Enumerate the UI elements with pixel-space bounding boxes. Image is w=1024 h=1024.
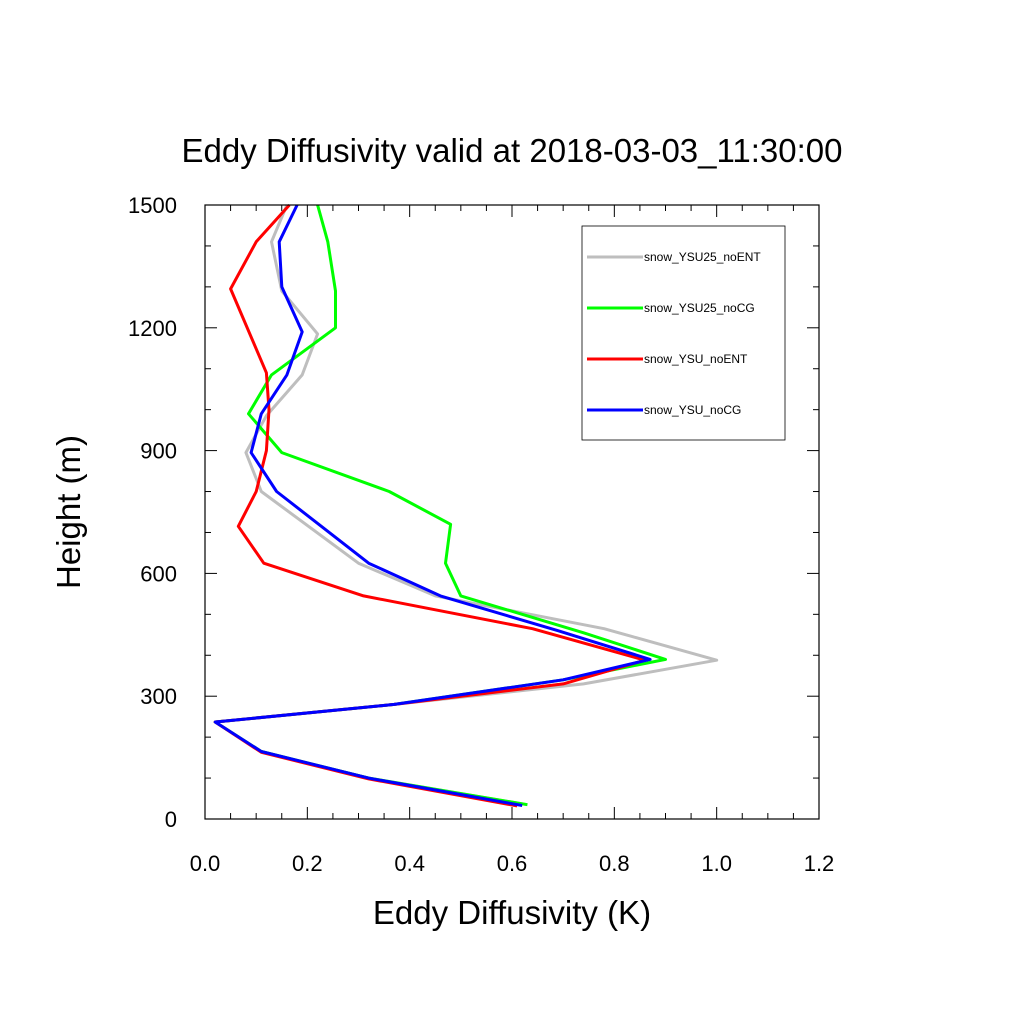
x-tick-label: 0.2 [292,851,323,876]
x-tick-label: 0.8 [599,851,630,876]
legend-label: snow_YSU25_noENT [644,250,761,264]
y-tick-label: 600 [140,561,177,586]
tick-labels: 0.0 0.2 0.4 0.6 0.8 1.0 1.2 0 300 600 900 1200 1500 [128,193,834,876]
legend-label: snow_YSU_noCG [644,403,741,417]
x-tick-label: 0.4 [394,851,425,876]
series-lines [213,203,719,808]
series-line-snow_YSU_noCG [213,204,652,807]
y-tick-label: 900 [140,439,177,464]
x-tick-label: 1.0 [701,851,732,876]
legend-box [581,225,786,441]
x-tick-label: 0.6 [497,851,528,876]
y-tick-label: 300 [140,684,177,709]
chart-title: Eddy Diffusivity valid at 2018-03-03_11:… [181,132,842,169]
y-tick-label: 1500 [128,193,177,218]
legend: snow_YSU25_noENT snow_YSU25_noCG snow_YSU_… [581,225,786,441]
x-axis-label: Eddy Diffusivity (K) [373,894,651,931]
y-tick-label: 1200 [128,316,177,341]
y-axis-label: Height (m) [50,435,87,589]
legend-label: snow_YSU25_noCG [644,301,755,315]
plot-frame [204,204,820,820]
y-tick-label: 0 [165,807,177,832]
legend-label: snow_YSU_noENT [644,352,748,366]
x-tick-label: 0.0 [190,851,221,876]
x-tick-label: 1.2 [804,851,835,876]
